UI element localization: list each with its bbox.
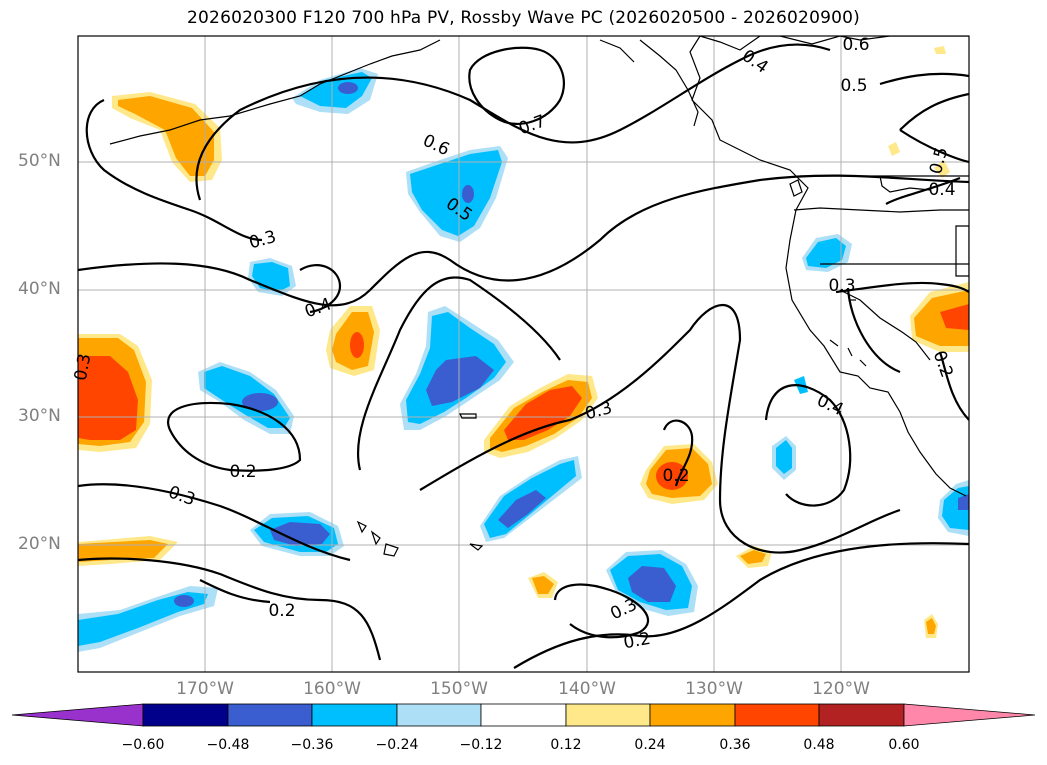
figure-title: 2026020300 F120 700 hPa PV, Rossby Wave … — [187, 8, 860, 28]
colorbar — [11, 703, 1036, 727]
colorbar-bin — [142, 703, 229, 727]
contour-label: 0.3 — [828, 276, 855, 296]
contour-label: 0.5 — [840, 76, 867, 96]
contour-label: 0.2 — [622, 629, 652, 653]
contour-label: 0.2 — [229, 462, 256, 482]
colorbar-tick-label: −0.36 — [290, 737, 334, 753]
colorbar-tick-label: −0.12 — [459, 737, 503, 753]
colorbar-extend-max — [903, 703, 1036, 727]
contour-label: 0.2 — [268, 601, 295, 621]
lon-label-150w: 150°W — [430, 679, 488, 699]
colorbar-bin — [565, 703, 651, 727]
colorbar-tick-label: −0.60 — [121, 737, 165, 753]
colorbar-tick-label: 0.60 — [888, 737, 920, 753]
coastlines — [109, 36, 969, 497]
lon-label-120w: 120°W — [812, 679, 870, 699]
lat-label-50n: 50°N — [18, 151, 61, 171]
colorbar-bin — [649, 703, 736, 727]
lon-label-130w: 130°W — [685, 679, 743, 699]
islands — [356, 179, 867, 557]
lon-label-170w: 170°W — [176, 679, 234, 699]
colorbar-bin — [311, 703, 398, 727]
colorbar-tick-label: 0.48 — [803, 737, 835, 753]
colorbar-bin — [396, 703, 482, 727]
lon-label-140w: 140°W — [558, 679, 616, 699]
colorbar-tick-label: −0.48 — [206, 737, 250, 753]
colorbar-extend-min — [11, 703, 144, 727]
lat-label-20n: 20°N — [18, 534, 61, 554]
lat-label-30n: 30°N — [18, 406, 61, 426]
lon-label-160w: 160°W — [303, 679, 361, 699]
pv-contours — [78, 43, 969, 669]
map-frame — [77, 35, 970, 673]
colorbar-bin — [818, 703, 905, 727]
lat-label-40n: 40°N — [18, 279, 61, 299]
colorbar-tick-label: −0.24 — [375, 737, 419, 753]
contour-label: 0.2 — [662, 466, 689, 486]
contour-label: 0.6 — [842, 35, 869, 55]
colorbar-bin — [227, 703, 313, 727]
colorbar-bin — [734, 703, 820, 727]
colorbar-tick-label: 0.36 — [719, 737, 751, 753]
colorbar-bin — [480, 703, 567, 727]
colorbar-tick-label: 0.12 — [550, 737, 582, 753]
contour-label: 0.3 — [71, 352, 95, 382]
anomaly-fill — [78, 46, 969, 652]
colorbar-tick-label: 0.24 — [634, 737, 666, 753]
contour-label: 0.4 — [928, 180, 955, 200]
